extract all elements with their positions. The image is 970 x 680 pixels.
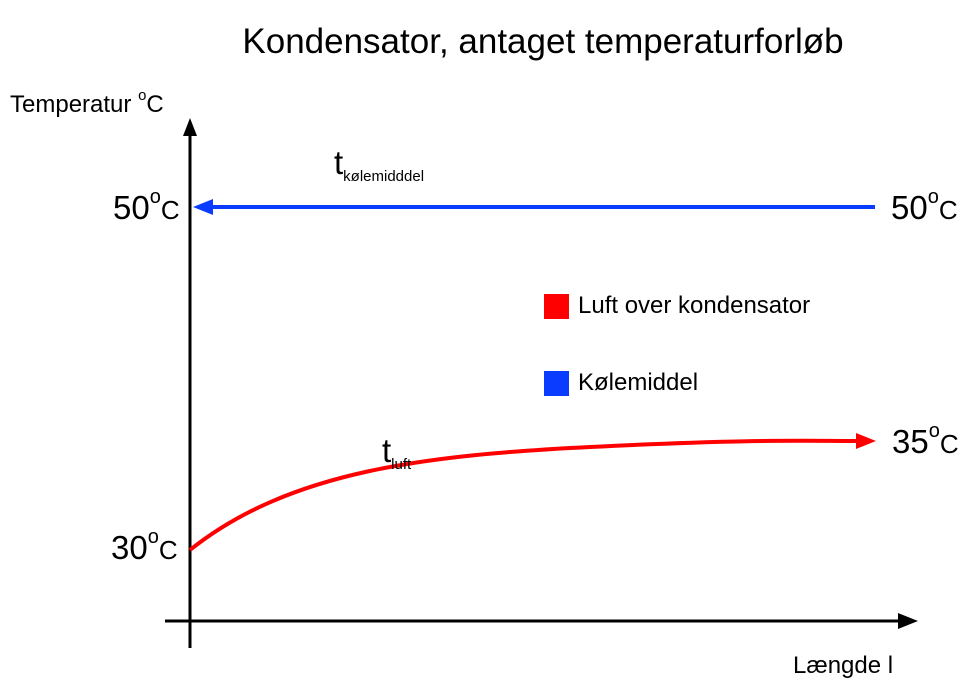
value-number: 50: [113, 189, 150, 226]
coolant-label-main: t: [334, 144, 344, 181]
y-axis-unit: C: [146, 90, 164, 118]
value-degree: o: [149, 186, 161, 208]
legend-label-air: Luft over kondensator: [578, 292, 811, 319]
coolant-right-value-label: 50oC: [891, 186, 958, 227]
y-axis-unit-sup: o: [138, 88, 147, 104]
coolant-arrowhead: [193, 199, 213, 215]
value-unit: C: [938, 195, 958, 225]
value-degree: o: [147, 526, 159, 548]
value-unit: C: [160, 195, 180, 225]
air-end-value-label: 35oC: [892, 420, 959, 461]
value-unit: C: [158, 535, 178, 565]
x-axis-label: Længde l: [793, 652, 894, 679]
air-start-value-label: 30oC: [111, 526, 178, 567]
legend-label-coolant: Kølemiddel: [578, 369, 699, 396]
air-label-sub: luft: [391, 455, 412, 473]
air-curve: [188, 438, 859, 552]
air-curve-label: tluft: [382, 432, 411, 473]
value-number: 35: [892, 423, 929, 460]
x-axis-arrowhead: [898, 613, 918, 629]
value-degree: o: [927, 186, 939, 208]
air-label-main: t: [382, 432, 392, 469]
legend-swatch-air: [544, 293, 569, 319]
coolant-left-value-label: 50oC: [113, 186, 180, 227]
legend-swatch-coolant: [544, 370, 569, 396]
value-unit: C: [939, 429, 959, 459]
coolant-curve-label: tkølemidddel: [334, 144, 424, 185]
diagram-title: Kondensator, antaget temperaturforløb: [242, 22, 844, 61]
legend-item-air: Luft over kondensator: [544, 292, 810, 320]
value-number: 50: [891, 189, 928, 226]
legend-item-coolant: Kølemiddel: [544, 369, 698, 397]
y-axis-arrowhead: [183, 118, 197, 136]
y-axis-label-text: Temperatur: [10, 90, 132, 118]
air-arrowhead: [856, 433, 876, 449]
value-number: 30: [111, 529, 148, 566]
value-degree: o: [928, 420, 940, 442]
y-axis-label: Temperatur oC: [10, 88, 164, 119]
coolant-label-sub: kølemidddel: [343, 167, 425, 185]
